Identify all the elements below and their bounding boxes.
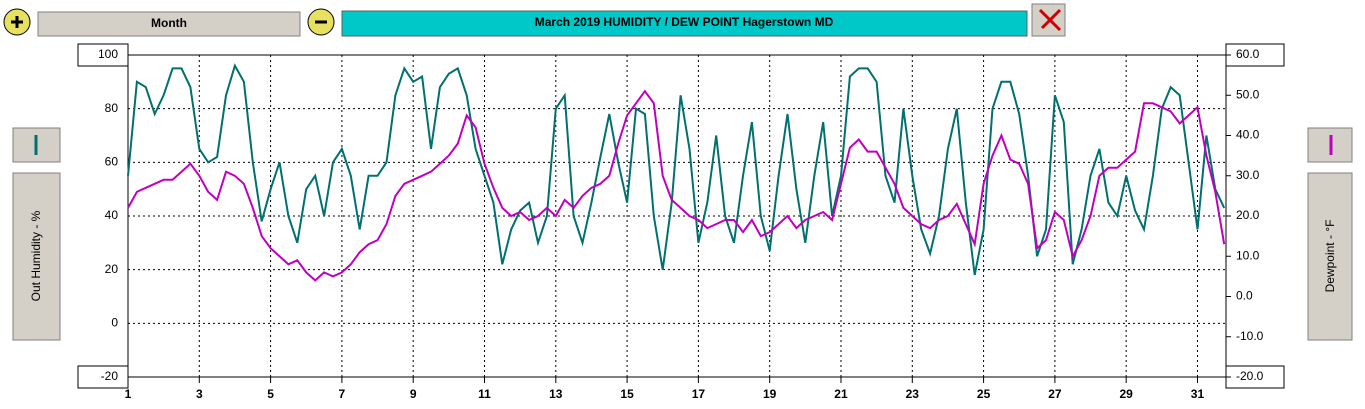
series-line [127,63,1226,276]
x-tick-label: 9 [410,387,417,401]
y2-tick-label: 20.0 [1236,208,1260,222]
toolbar: Month March 2019 HUMIDITY / DEW POINT Ha… [3,3,1066,37]
y-tick-label: 80 [105,101,119,115]
x-tick-label: 25 [977,387,991,401]
y-tick-label: 20 [105,262,119,276]
axis-label-button[interactable] [1307,172,1353,341]
x-tick-label: 11 [478,387,491,401]
x-tick-label: 19 [763,387,777,401]
axis-label-button[interactable] [12,172,61,341]
right-legend: Dewpoint - °F [1307,127,1353,341]
y2-tick-label: 60.0 [1236,47,1260,61]
period-button[interactable] [37,11,301,37]
y-axis-label: Out Humidity - % [29,210,43,301]
chart-title: March 2019 HUMIDITY / DEW POINT Hagersto… [535,15,834,29]
plot-area [127,54,1227,378]
y2-tick-label: -10.0 [1236,329,1264,343]
y2-tick-label: -20.0 [1236,369,1264,383]
x-tick-label: 31 [1191,387,1205,401]
y2-tick-label: 10.0 [1236,248,1260,262]
y2-tick-label: 30.0 [1236,168,1260,182]
period-label: Month [151,16,187,30]
options-button[interactable] [1031,3,1066,37]
x-tick-label: 29 [1120,387,1134,401]
x-tick-label: 13 [549,387,563,401]
zoom-in-icon [11,16,23,28]
x-tick-label: 3 [196,387,203,401]
y2-tick-label: 0.0 [1236,289,1253,303]
series-line [127,89,1226,282]
x-tick-label: 21 [834,387,848,401]
left-legend: Out Humidity - % [12,127,61,341]
x-tick-label: 1 [125,387,132,401]
x-tick-label: 17 [692,387,706,401]
x-tick-label: 27 [1048,387,1062,401]
tick-box [77,43,129,67]
y-tick-label: 40 [105,208,119,222]
y2-tick-label: 40.0 [1236,128,1260,142]
x-tick-label: 7 [339,387,346,401]
x-tick-label: 15 [620,387,634,401]
y2-axis-label: Dewpoint - °F [1323,220,1337,293]
y-tick-label: -20 [101,369,119,383]
options-icon [1038,8,1062,32]
y-tick-label: 100 [98,47,118,61]
title-bar [341,10,1028,37]
x-tick-label: 23 [906,387,920,401]
y-tick-label: 60 [105,155,119,169]
y-tick-label: 0 [111,316,118,330]
y2-tick-label: 50.0 [1236,87,1260,101]
x-tick-label: 5 [267,387,274,401]
